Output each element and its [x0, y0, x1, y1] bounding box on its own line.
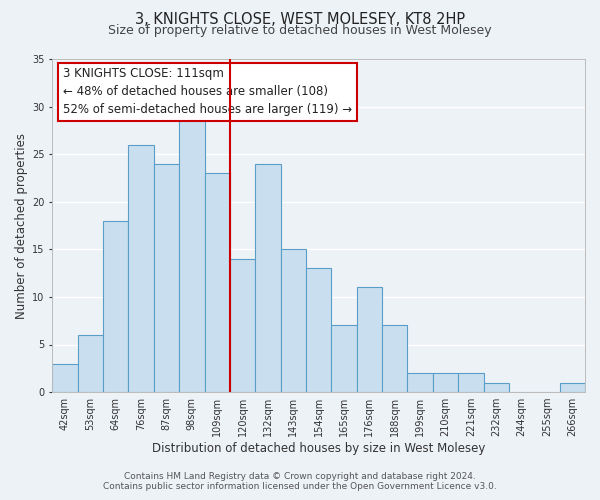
Bar — [407, 373, 433, 392]
Bar — [306, 268, 331, 392]
Bar — [484, 382, 509, 392]
Bar — [281, 250, 306, 392]
Bar — [128, 144, 154, 392]
X-axis label: Distribution of detached houses by size in West Molesey: Distribution of detached houses by size … — [152, 442, 485, 455]
Bar — [179, 116, 205, 392]
Text: Size of property relative to detached houses in West Molesey: Size of property relative to detached ho… — [108, 24, 492, 37]
Bar — [103, 221, 128, 392]
Bar — [52, 364, 77, 392]
Text: Contains public sector information licensed under the Open Government Licence v3: Contains public sector information licen… — [103, 482, 497, 491]
Bar — [77, 335, 103, 392]
Bar — [433, 373, 458, 392]
Bar — [205, 173, 230, 392]
Bar — [560, 382, 585, 392]
Bar — [154, 164, 179, 392]
Text: 3 KNIGHTS CLOSE: 111sqm
← 48% of detached houses are smaller (108)
52% of semi-d: 3 KNIGHTS CLOSE: 111sqm ← 48% of detache… — [63, 68, 352, 116]
Bar — [255, 164, 281, 392]
Text: Contains HM Land Registry data © Crown copyright and database right 2024.: Contains HM Land Registry data © Crown c… — [124, 472, 476, 481]
Bar — [357, 288, 382, 392]
Bar — [458, 373, 484, 392]
Bar — [230, 259, 255, 392]
Text: 3, KNIGHTS CLOSE, WEST MOLESEY, KT8 2HP: 3, KNIGHTS CLOSE, WEST MOLESEY, KT8 2HP — [135, 12, 465, 28]
Bar — [382, 326, 407, 392]
Y-axis label: Number of detached properties: Number of detached properties — [15, 132, 28, 318]
Bar — [331, 326, 357, 392]
